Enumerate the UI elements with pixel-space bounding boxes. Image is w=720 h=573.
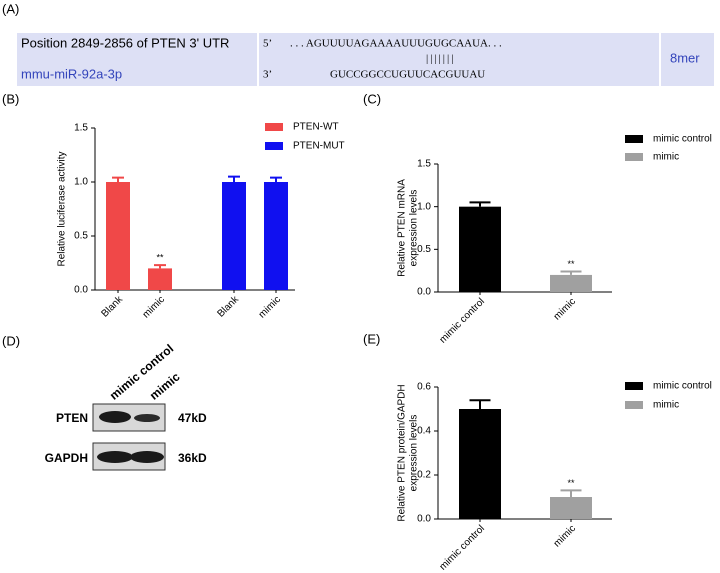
legend-swatch	[265, 142, 283, 150]
size-label: 47kD	[178, 411, 207, 425]
lane-label: mimic	[147, 370, 183, 403]
y-axis-label: expression levels	[409, 415, 420, 492]
y-tick-label: 0.5	[74, 231, 88, 242]
y-axis-label: expression levels	[409, 190, 420, 267]
x-tick-label: Blank	[216, 294, 242, 320]
legend-label: PTEN-WT	[293, 122, 339, 133]
legend-label: mimic	[653, 400, 679, 411]
error-bar	[228, 175, 240, 182]
error-bar	[469, 201, 491, 207]
y-tick-label: 1.0	[74, 177, 88, 188]
y-tick-label: 1.0	[417, 201, 431, 212]
legend-swatch	[625, 382, 643, 390]
pairing: |||||||	[426, 53, 455, 65]
error-bar	[154, 264, 166, 269]
band	[134, 414, 160, 422]
legend-label: PTEN-MUT	[293, 141, 345, 152]
significance: **	[567, 478, 575, 488]
row-label: GAPDH	[45, 451, 88, 465]
legend-swatch	[625, 135, 643, 143]
x-tick-label: mimic control	[438, 296, 487, 345]
x-tick-label: mimic	[257, 294, 283, 320]
target-name: Position 2849-2856 of PTEN 3' UTR	[21, 35, 229, 50]
bar	[459, 409, 501, 519]
legend-label: mimic control	[653, 134, 712, 145]
y-axis-label: Relative luciferase activity	[57, 151, 68, 266]
band	[97, 451, 133, 463]
y-tick-label: 0.0	[74, 285, 88, 296]
y-tick-label: 0.2	[417, 470, 431, 481]
y-tick-label: 1.5	[417, 159, 431, 170]
site-type: 8mer	[670, 50, 700, 65]
significance: **	[156, 253, 164, 263]
panel-label: (D)	[2, 333, 20, 348]
bar	[222, 182, 246, 290]
legend-swatch	[265, 123, 283, 131]
legend-swatch	[625, 153, 643, 161]
legend-swatch	[625, 401, 643, 409]
error-bar	[270, 176, 282, 182]
row-label: PTEN	[56, 411, 88, 425]
panel-label: (E)	[363, 331, 380, 346]
y-tick-label: 1.5	[74, 123, 88, 134]
y-axis-label: Relative PTEN mRNA	[397, 179, 408, 277]
bar	[148, 268, 172, 290]
error-bar	[112, 176, 124, 182]
x-tick-label: mimic	[552, 523, 578, 549]
mirna-name: mmu-miR-92a-3p	[21, 66, 122, 81]
size-label: 36kD	[178, 451, 207, 465]
prime: 3’	[263, 69, 272, 81]
y-tick-label: 0.0	[417, 514, 431, 525]
prime: 5’	[263, 38, 272, 50]
target-seq: . . . AGUUUUAGAAAAUUUGUGCAAUA. . .	[290, 38, 502, 50]
error-bar	[469, 399, 491, 409]
y-tick-label: 0.6	[417, 382, 431, 393]
y-tick-label: 0.0	[417, 287, 431, 298]
bar	[459, 206, 501, 292]
panel-label: (B)	[2, 91, 19, 106]
error-bar	[560, 270, 582, 275]
y-tick-label: 0.5	[417, 244, 431, 255]
error-bar	[560, 489, 582, 497]
panel-label: (C)	[363, 91, 381, 106]
band	[130, 451, 164, 463]
bar	[550, 274, 592, 292]
bar	[264, 182, 288, 290]
legend-label: mimic control	[653, 381, 712, 392]
bar	[550, 497, 592, 519]
y-axis-label: Relative PTEN protein/GAPDH	[397, 384, 408, 521]
x-tick-label: mimic	[141, 294, 167, 320]
legend-label: mimic	[653, 152, 679, 163]
significance: **	[567, 259, 575, 269]
band	[99, 411, 131, 423]
x-tick-label: mimic control	[438, 523, 487, 572]
mirna-seq: GUCCGGCCUGUUCACGUUAU	[330, 69, 485, 81]
panel-label: (A)	[2, 1, 19, 16]
target-box	[17, 33, 714, 86]
y-tick-label: 0.4	[417, 426, 431, 437]
x-tick-label: mimic	[552, 296, 578, 322]
bar	[106, 182, 130, 290]
x-tick-label: Blank	[100, 294, 126, 320]
